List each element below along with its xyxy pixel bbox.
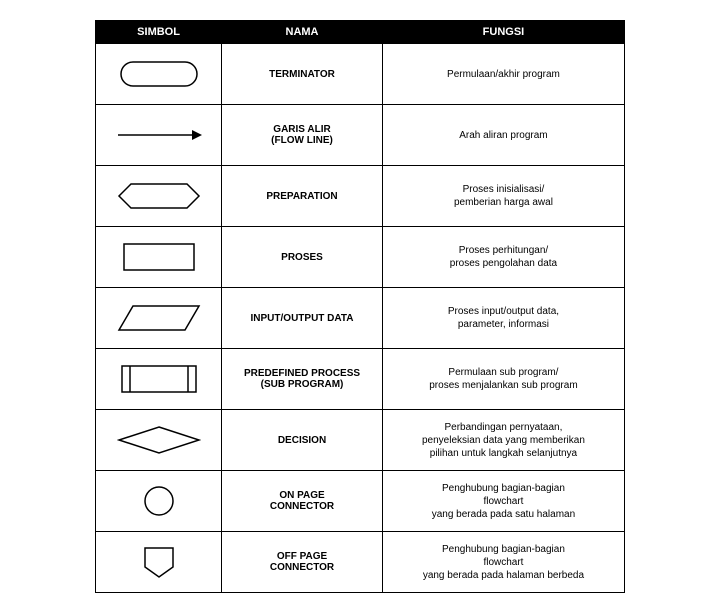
symbol-name: ON PAGECONNECTOR [222, 471, 383, 532]
symbol-name: PREPARATION [222, 166, 383, 227]
rect-icon [96, 227, 222, 288]
circle-icon [96, 471, 222, 532]
symbol-function: Arah aliran program [382, 105, 624, 166]
table-row: TERMINATORPermulaan/akhir program [96, 44, 625, 105]
flowchart-symbol-table: SIMBOL NAMA FUNGSI TERMINATORPermulaan/a… [95, 20, 625, 593]
header-name: NAMA [222, 21, 383, 44]
parallelogram-icon [96, 288, 222, 349]
symbol-name: TERMINATOR [222, 44, 383, 105]
symbol-function: Proses input/output data,parameter, info… [382, 288, 624, 349]
diamond-icon [96, 410, 222, 471]
header-symbol: SIMBOL [96, 21, 222, 44]
table-row: PREDEFINED PROCESS(SUB PROGRAM)Permulaan… [96, 349, 625, 410]
symbol-name: PROSES [222, 227, 383, 288]
table-row: DECISIONPerbandingan pernyataan,penyelek… [96, 410, 625, 471]
arrow-icon [96, 105, 222, 166]
terminator-icon [96, 44, 222, 105]
symbol-function: Proses inisialisasi/pemberian harga awal [382, 166, 624, 227]
symbol-name: OFF PAGECONNECTOR [222, 532, 383, 593]
symbol-function: Perbandingan pernyataan,penyeleksian dat… [382, 410, 624, 471]
symbol-function: Penghubung bagian-bagianflowchartyang be… [382, 532, 624, 593]
header-row: SIMBOL NAMA FUNGSI [96, 21, 625, 44]
offpage-icon [96, 532, 222, 593]
table-row: PREPARATIONProses inisialisasi/pemberian… [96, 166, 625, 227]
symbol-function: Proses perhitungan/proses pengolahan dat… [382, 227, 624, 288]
table-row: ON PAGECONNECTORPenghubung bagian-bagian… [96, 471, 625, 532]
table-row: PROSESProses perhitungan/proses pengolah… [96, 227, 625, 288]
table-body: TERMINATORPermulaan/akhir programGARIS A… [96, 44, 625, 593]
symbol-function: Permulaan/akhir program [382, 44, 624, 105]
symbol-function: Permulaan sub program/proses menjalankan… [382, 349, 624, 410]
symbol-name: INPUT/OUTPUT DATA [222, 288, 383, 349]
predefined-icon [96, 349, 222, 410]
symbol-name: PREDEFINED PROCESS(SUB PROGRAM) [222, 349, 383, 410]
table-row: OFF PAGECONNECTORPenghubung bagian-bagia… [96, 532, 625, 593]
symbol-name: GARIS ALIR(FLOW LINE) [222, 105, 383, 166]
header-func: FUNGSI [382, 21, 624, 44]
table-row: INPUT/OUTPUT DATAProses input/output dat… [96, 288, 625, 349]
table-row: GARIS ALIR(FLOW LINE)Arah aliran program [96, 105, 625, 166]
hexagon-icon [96, 166, 222, 227]
symbol-function: Penghubung bagian-bagianflowchartyang be… [382, 471, 624, 532]
symbol-name: DECISION [222, 410, 383, 471]
